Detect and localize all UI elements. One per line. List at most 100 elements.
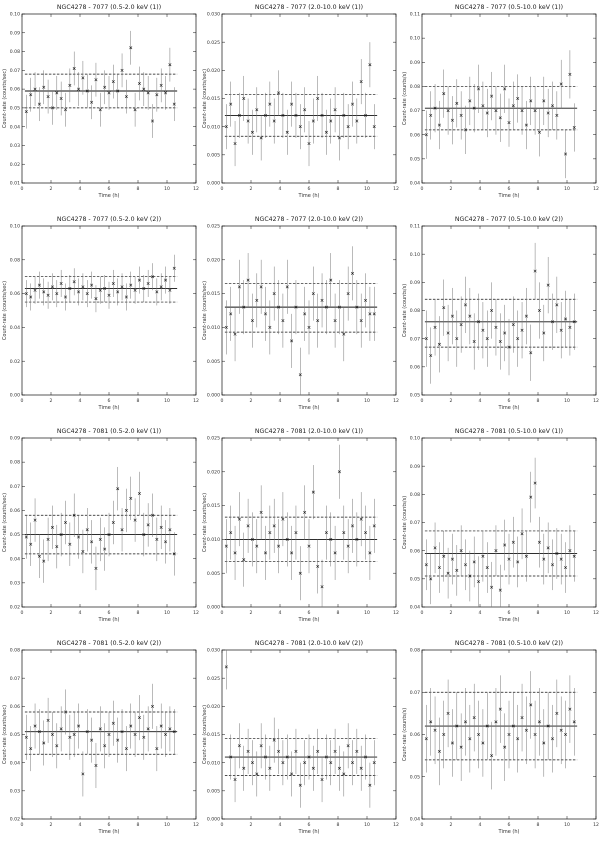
y-axis-label: Count-rate (counts/sec) [202, 705, 208, 764]
data-point [146, 727, 150, 731]
data-point [464, 720, 467, 724]
panel-title: NGC4278 - 7077 (2.0-10.0 keV (2)) [255, 216, 363, 223]
data-point [37, 554, 41, 558]
data-point [285, 755, 289, 759]
data-point [46, 718, 50, 722]
data-point [468, 574, 472, 578]
data-point [46, 537, 50, 541]
data-point [68, 542, 72, 546]
data-point [272, 524, 276, 528]
x-axis-label: Time (h) [498, 617, 520, 623]
y-axis-label: Count-rate (counts/sec) [2, 705, 8, 764]
data-point [172, 730, 176, 734]
x-tick-label: 0 [221, 610, 224, 616]
data-point [459, 549, 463, 553]
data-point [103, 744, 107, 748]
y-tick-label: 0.030 [207, 12, 220, 18]
data-point [490, 585, 494, 589]
data-point [572, 320, 576, 324]
y-axis-label: Count-rate (counts/sec) [2, 493, 8, 552]
data-point [551, 104, 554, 108]
panel-title: NGC4278 - 7077 (0.5-10.0 keV (1)) [455, 4, 563, 11]
y-tick-label: 0.09 [410, 280, 420, 286]
y-tick-label: 0.05 [410, 393, 420, 399]
x-tick-label: 0 [421, 822, 424, 828]
y-tick-label: 0.025 [207, 676, 220, 682]
y-tick-label: 0.025 [207, 224, 220, 230]
x-tick-label: 12 [193, 822, 199, 828]
data-point [64, 710, 67, 714]
x-tick-label: 0 [21, 398, 24, 404]
x-tick-label: 10 [164, 398, 170, 404]
data-point [146, 523, 150, 527]
data-point [59, 727, 63, 731]
y-tick-label: 0.04 [10, 325, 20, 331]
y-tick-label: 0.07 [410, 520, 420, 526]
data-point [46, 95, 50, 99]
data-point [324, 755, 328, 759]
data-point [316, 749, 320, 753]
data-point [90, 283, 94, 287]
data-point [72, 66, 76, 70]
data-point [472, 716, 476, 720]
data-point [551, 563, 554, 567]
data-point [485, 566, 489, 570]
data-point [498, 707, 502, 711]
data-point [372, 761, 376, 765]
data-point [24, 535, 28, 539]
data-point [303, 108, 307, 112]
data-point [459, 323, 463, 327]
y-tick-label: 0.025 [207, 436, 220, 442]
data-point [555, 303, 559, 307]
x-tick-label: 2 [250, 186, 253, 192]
data-point [298, 373, 302, 377]
data-point [524, 728, 528, 732]
x-tick-label: 10 [364, 610, 370, 616]
data-point [277, 749, 281, 753]
data-point [229, 531, 233, 535]
y-tick-label: 0.05 [410, 774, 420, 780]
y-tick-label: 0.000 [207, 393, 220, 399]
y-axis-label: Count-rate (counts/sec) [202, 281, 208, 340]
y-tick-label: 0.04 [10, 124, 20, 130]
data-point [85, 89, 89, 93]
x-axis-label: Time (h) [298, 829, 320, 835]
data-point [342, 332, 346, 336]
y-tick-label: 0.09 [10, 30, 20, 36]
data-point [233, 778, 237, 782]
data-point [124, 508, 128, 512]
data-point [55, 545, 59, 549]
x-axis-label: Time (h) [498, 193, 520, 199]
data-point [259, 744, 263, 748]
data-point [359, 319, 363, 323]
light-curve-panel: NGC4278 - 7077 (2.0-10.0 keV (2)) 0 2 4 6 8 10… [200, 212, 400, 424]
data-point [320, 298, 324, 302]
data-point [355, 749, 359, 753]
data-point [85, 730, 89, 734]
y-tick-label: 0.03 [10, 143, 20, 149]
data-point [72, 733, 76, 736]
data-point [24, 110, 28, 114]
data-point [520, 109, 524, 113]
data-point [281, 761, 285, 765]
x-tick-label: 4 [279, 610, 282, 616]
x-tick-label: 10 [164, 822, 170, 828]
data-point [103, 287, 107, 291]
data-point [511, 323, 515, 327]
data-point [372, 125, 376, 129]
data-point [355, 119, 359, 123]
light-curve-panel: NGC4278 - 7077 (0.5-10.0 keV (2)) 0 2 4 6 8 10… [400, 212, 600, 424]
x-tick-label: 0 [21, 610, 24, 616]
light-curve-plot: NGC4278 - 7081 (0.5-10.0 keV (1)) 0 2 4 6 8 10… [402, 428, 599, 623]
data-point [242, 97, 246, 100]
data-point [481, 554, 485, 558]
x-tick-label: 6 [508, 822, 511, 828]
light-curve-panel: NGC4278 - 7081 (2.0-10.0 keV (1)) 0 2 4 6 8 10… [200, 424, 400, 636]
x-tick-label: 12 [593, 186, 599, 192]
data-point [233, 142, 237, 146]
x-tick-label: 6 [108, 610, 111, 616]
panel-title: NGC4278 - 7081 (0.5-10.0 keV (2)) [455, 640, 563, 647]
data-point [464, 128, 467, 132]
data-point [77, 724, 81, 728]
data-point [337, 766, 341, 770]
